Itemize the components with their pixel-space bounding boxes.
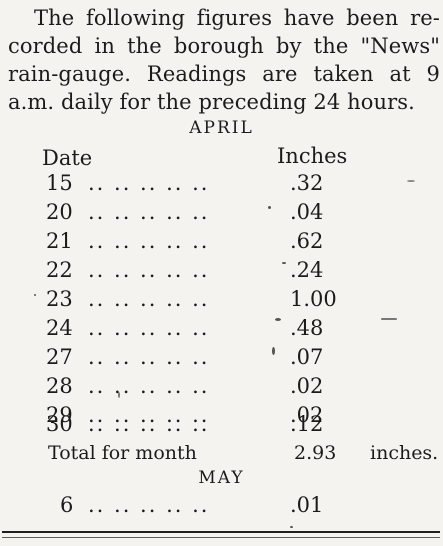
row-leaders: .. .. .. .. ..	[88, 200, 210, 224]
row-date: 6	[60, 493, 74, 517]
row-leaders: .. .. .. .. ..	[88, 493, 210, 517]
row-leaders: .. .. .. .. ..	[88, 287, 210, 311]
row-date: 30	[46, 412, 73, 436]
print-speck	[290, 526, 293, 528]
inches-column-header: Inches	[277, 144, 348, 168]
row-inches: .32	[290, 171, 324, 195]
row-leaders: .. .. .. .. ..	[88, 229, 210, 253]
row-inches: 1.00	[290, 287, 337, 311]
table-row: 15 .. .. .. .. .. .32	[0, 171, 443, 200]
table-row: 6 .. .. .. .. .. .01	[0, 493, 443, 522]
column-rule-thin	[2, 537, 440, 538]
print-speck	[118, 392, 120, 398]
row-leaders: .. .. .. .. ..	[88, 171, 210, 195]
row-inches: .48	[290, 316, 324, 340]
row-date: 27	[46, 345, 73, 369]
table-row: 28 .. .. .. .. .. .02	[0, 374, 443, 403]
row-date: 28	[46, 374, 73, 398]
total-label: Total for month	[48, 442, 197, 464]
print-speck	[268, 206, 271, 209]
table-row: 29 .. .. .. .. .. .02	[0, 403, 443, 432]
date-column-header: Date	[42, 146, 93, 170]
row-date: 21	[46, 229, 73, 253]
row-inches: .02	[290, 403, 324, 427]
total-unit: inches.	[370, 442, 439, 464]
row-date: 22	[46, 258, 73, 282]
intro-line-1: The following figures have been re-	[34, 6, 440, 30]
row-inches: .07	[290, 345, 324, 369]
row-date: 23	[46, 287, 73, 311]
table-row: 20 .. .. .. .. .. .04	[0, 200, 443, 229]
intro-line-4: a.m. daily for the preceding 24 hours.	[8, 90, 415, 114]
row-inches: .01	[290, 493, 324, 517]
row-inches: .24	[290, 258, 324, 282]
row-leaders: .. .. .. .. ..	[88, 374, 210, 398]
row-date: 29	[46, 403, 73, 427]
row-date: 20	[46, 200, 73, 224]
row-leaders: .. .. .. .. ..	[88, 403, 210, 427]
row-leaders: .. .. .. .. ..	[88, 316, 210, 340]
row-inches: .12	[290, 412, 324, 436]
table-row: 23 .. .. .. .. .. 1.00	[0, 287, 443, 316]
row-inches: .04	[290, 200, 324, 224]
print-speck	[282, 262, 286, 264]
intro-paragraph: The following figures have been re- cord…	[8, 4, 440, 116]
table-row: 24 .. .. .. .. .. .48	[0, 316, 443, 345]
table-row: 30 .. .. .. .. .. .12	[0, 412, 443, 441]
row-date: 15	[46, 171, 73, 195]
row-leaders: .. .. .. .. ..	[88, 412, 210, 436]
table-row: 22 .. .. .. .. .. .24	[0, 258, 443, 287]
print-speck	[381, 318, 397, 320]
row-inches: .62	[290, 229, 324, 253]
print-speck	[272, 347, 275, 355]
intro-line-3: rain-gauge. Readings are taken at 9	[8, 62, 440, 86]
table-row: 21 .. .. .. .. .. .62	[0, 229, 443, 258]
may-heading: MAY	[198, 468, 245, 488]
table-row: 27 .. .. .. .. .. .07	[0, 345, 443, 374]
total-value: 2.93	[294, 442, 337, 464]
row-inches: .02	[290, 374, 324, 398]
april-heading: APRIL	[189, 118, 254, 138]
column-rule	[2, 531, 440, 533]
row-leaders: .. .. .. .. ..	[88, 258, 210, 282]
print-speck	[407, 180, 415, 182]
row-date: 24	[46, 316, 73, 340]
intro-line-2: corded in the borough by the "News"	[8, 34, 440, 58]
print-speck	[34, 294, 36, 296]
print-speck	[275, 318, 281, 321]
row-leaders: .. .. .. .. ..	[88, 345, 210, 369]
